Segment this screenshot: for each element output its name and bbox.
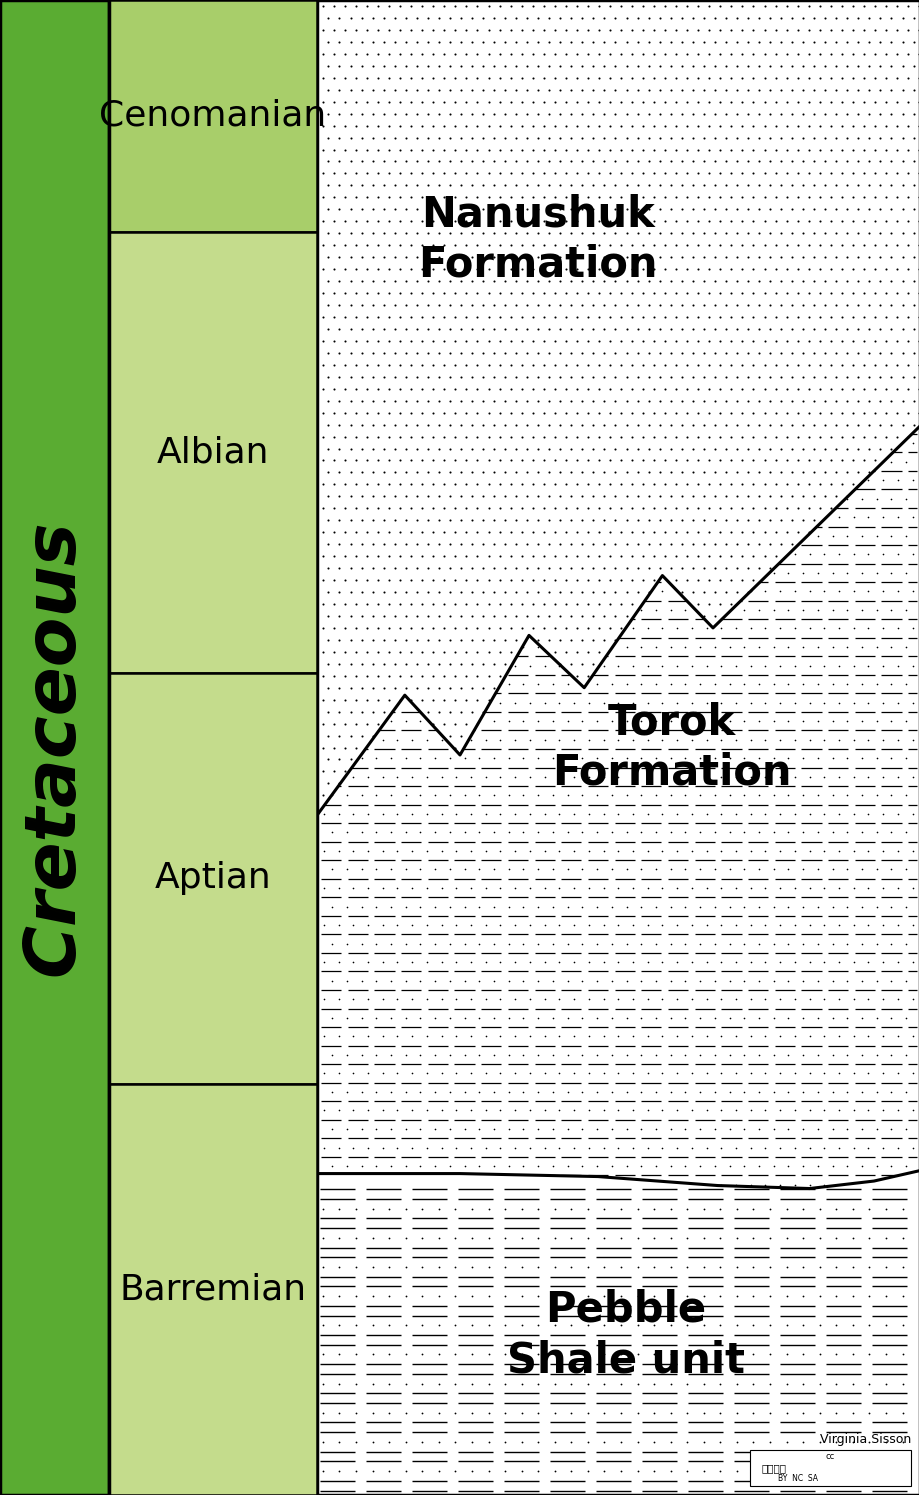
Text: ⒸⓂⓃⓈ: ⒸⓂⓃⓈ (761, 1464, 786, 1473)
Text: Virginia Sisson: Virginia Sisson (819, 1432, 910, 1446)
Text: Pebble
Shale unit: Pebble Shale unit (506, 1289, 743, 1381)
Bar (317, 0, 919, 1495)
Bar (108, 673, 317, 1084)
Text: cc: cc (824, 1452, 834, 1461)
Bar (0, 0, 108, 1495)
Text: Barremian: Barremian (119, 1272, 306, 1307)
Text: Cretaceous: Cretaceous (19, 519, 89, 976)
Bar (108, 0, 317, 232)
Bar (108, 1084, 317, 1495)
Text: Albian: Albian (156, 435, 269, 469)
Text: Torok
Formation: Torok Formation (551, 701, 790, 794)
Polygon shape (317, 0, 919, 815)
Bar (749, 1450, 910, 1486)
Text: Aptian: Aptian (154, 861, 271, 896)
Text: Cenomanian: Cenomanian (99, 99, 326, 133)
Text: Nanushuk
Formation: Nanushuk Formation (418, 193, 657, 286)
Text: BY  NC  SA: BY NC SA (777, 1474, 817, 1483)
Bar (108, 232, 317, 673)
Polygon shape (317, 1171, 919, 1495)
Bar (317, 0, 919, 1495)
